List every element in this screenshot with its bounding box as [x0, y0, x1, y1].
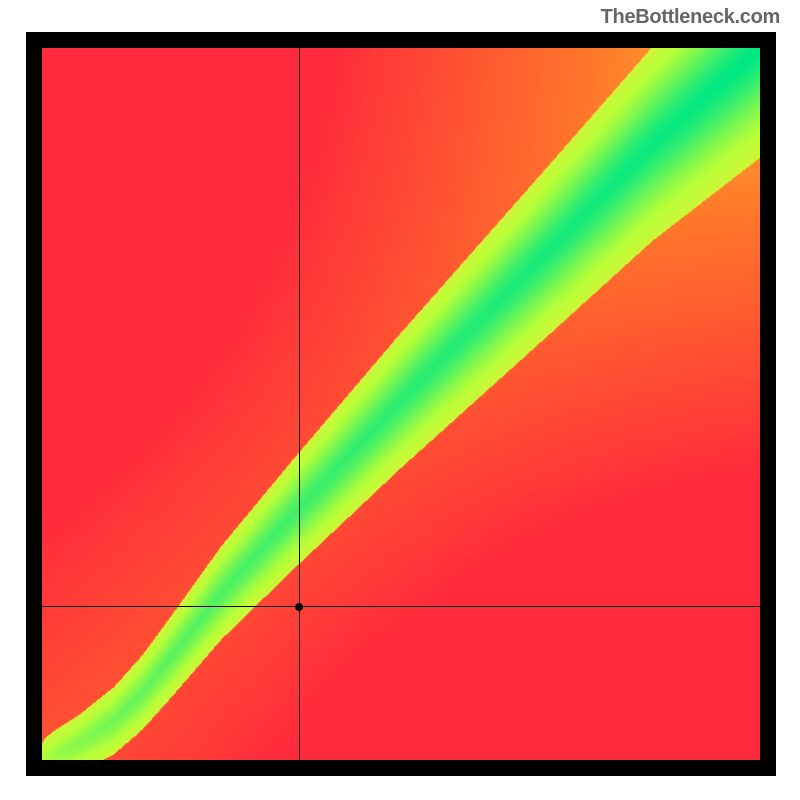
watermark-text: TheBottleneck.com	[601, 6, 780, 29]
bottleneck-chart: TheBottleneck.com	[0, 0, 800, 800]
crosshair-vertical	[299, 48, 300, 760]
heatmap-canvas	[42, 48, 760, 760]
marker-point	[295, 603, 303, 611]
plot-area	[42, 48, 760, 760]
crosshair-horizontal	[42, 606, 760, 607]
